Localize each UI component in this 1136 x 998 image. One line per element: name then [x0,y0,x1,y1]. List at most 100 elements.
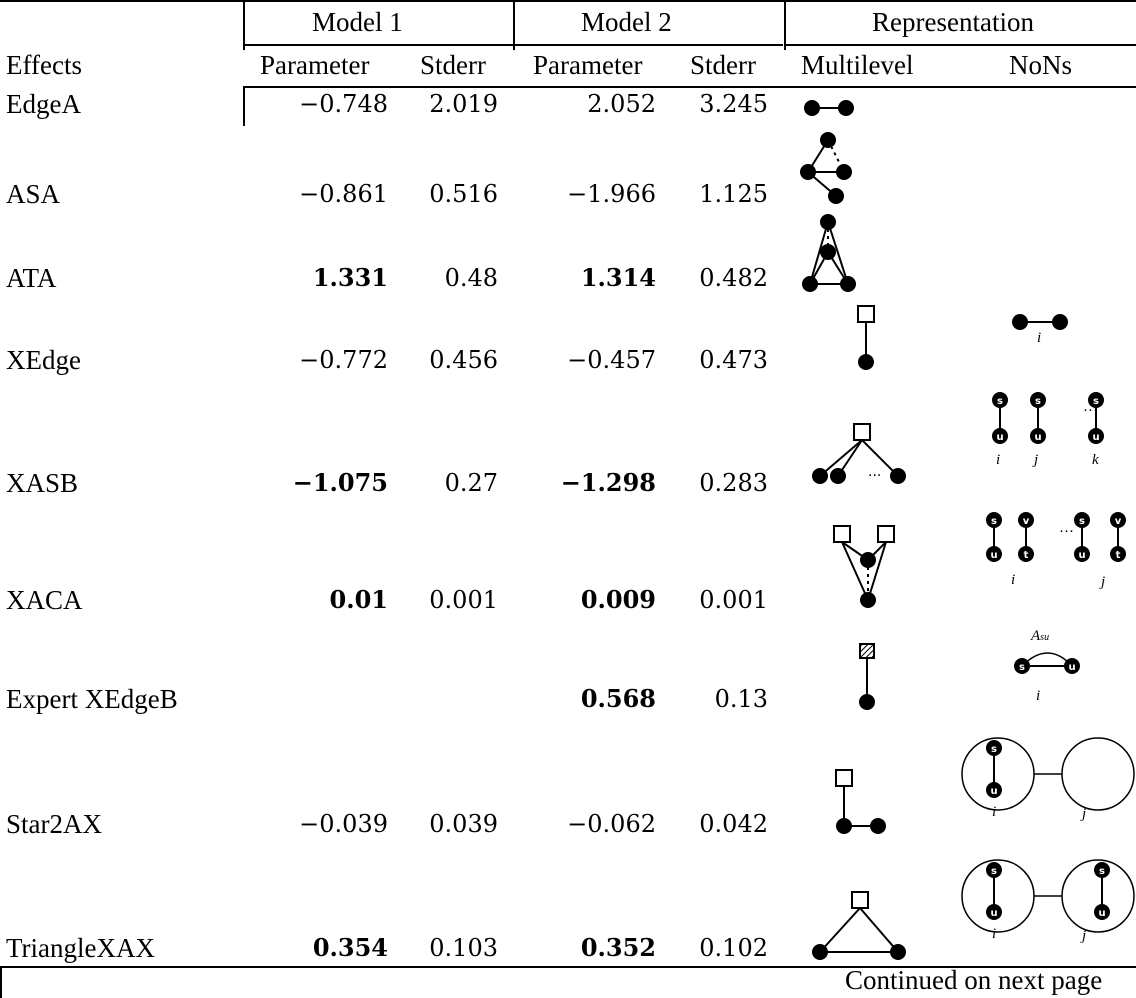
node-label-u: u [990,908,997,919]
node-label-u: u [1078,550,1085,561]
node-label-u: u [990,786,997,797]
node-label-u: u [1092,432,1099,443]
expert-edge-icon [859,643,875,710]
m2-stderr: 3.245 [699,90,768,118]
node-label-v: v [1115,516,1122,527]
m1-stderr: 0.103 [429,934,498,962]
label-i: i [1037,330,1042,346]
node-label-u: u [1034,432,1041,443]
node-label-u: u [1098,908,1105,919]
m1-stderr: 0.516 [429,180,498,208]
node-label-s: s [991,516,997,527]
dots-label: ··· [868,468,881,484]
effect-name: XASB [6,468,79,498]
effect-name: XEdge [6,345,81,375]
circle-pair-icon: su [961,737,1135,811]
header-multilevel: Multilevel [801,50,914,80]
m2-parameter: 0.009 [580,585,656,614]
effect-name: ASA [6,179,61,209]
node-label-s: s [1035,396,1041,407]
m1-parameter: −0.039 [299,810,388,838]
header-divider-2 [513,0,515,50]
node-label-u: u [990,550,997,561]
cmid-rule-3 [786,44,1136,46]
triangle-icon [812,891,906,960]
header-representation: Representation [872,7,1034,37]
header-model-2: Model 2 [581,7,672,37]
top-rule [0,0,1136,2]
m2-stderr: 1.125 [699,180,768,208]
effect-name: Expert XEdgeB [6,684,178,714]
cmid-rule-2 [513,44,783,46]
header-m2-stderr: Stderr [690,50,756,80]
arc-label: Asu [1031,628,1050,644]
node-label-u: u [996,432,1003,443]
label-i: i [1036,688,1041,704]
cross-star-icon: ··· [812,423,906,484]
m1-parameter: 0.01 [329,585,388,614]
header-bottom-rule [243,86,1136,88]
node-label-s: s [1019,662,1025,673]
node-label-v: v [1023,516,1030,527]
m2-parameter: 2.052 [587,90,656,118]
node-label-s: s [991,866,997,877]
m1-parameter: −0.772 [299,346,388,374]
m2-stderr: 0.482 [699,264,768,292]
header-divider-3 [784,0,786,50]
node-label-s: s [1079,516,1085,527]
m1-stderr: 0.001 [429,586,498,614]
dots-label: ··· [1059,524,1074,540]
m1-parameter: 1.331 [312,263,388,292]
header-m2-parameter: Parameter [533,50,643,80]
m2-parameter: −0.062 [567,810,656,838]
m2-stderr: 0.001 [699,586,768,614]
first-row-divider [243,86,245,126]
m2-parameter: 0.352 [580,933,656,962]
node-label-s: s [1093,396,1099,407]
bottom-rule [0,966,1136,968]
label-k: k [1092,452,1099,468]
header-divider-1 [243,0,245,50]
cross-alternating-icon [833,525,895,608]
m1-parameter: 0.354 [312,933,388,962]
header-m1-stderr: Stderr [420,50,486,80]
continued-note: Continued on next page [845,965,1103,995]
header-nons: NoNs [1009,50,1073,80]
m1-parameter: −1.075 [292,468,388,497]
m2-parameter: 1.314 [580,263,656,292]
su-pairs-icon: s u s u s u [992,392,1104,444]
effect-name: TriangleXAX [6,933,156,963]
dots-label: ··· [1083,403,1098,419]
m1-parameter: −0.748 [299,90,388,118]
label-j: j [1082,928,1087,944]
footer-left-border [0,966,2,998]
su-vt-pairs-icon: s u v t s u v t [986,512,1126,562]
effect-name: Star2AX [6,809,102,839]
node-edge-icon [1012,314,1068,330]
m1-stderr: 0.48 [444,264,498,292]
label-i: i [992,804,997,820]
header-effects: Effects [6,50,82,80]
node-label-t: t [1116,550,1121,561]
header-model-1: Model 1 [312,7,403,37]
m2-parameter: −0.457 [567,346,656,374]
effect-name: EdgeA [6,89,81,119]
cross-edge-icon [857,305,875,370]
m2-stderr: 0.042 [699,810,768,838]
header-m1-parameter: Parameter [260,50,370,80]
label-j: j [1082,806,1087,822]
node-label-s: s [991,744,997,755]
m2-stderr: 0.283 [699,469,768,497]
node-label-s: s [1099,866,1105,877]
alternating-star-icon [800,132,852,204]
m2-stderr: 0.102 [699,934,768,962]
m1-stderr: 0.039 [429,810,498,838]
node-label-s: s [997,396,1003,407]
node-label-t: t [1024,550,1029,561]
effect-name: ATA [6,263,57,293]
label-i: i [996,452,1001,468]
m1-stderr: 0.27 [444,469,498,497]
label-j: j [1034,452,1039,468]
cmid-rule-1 [243,44,513,46]
